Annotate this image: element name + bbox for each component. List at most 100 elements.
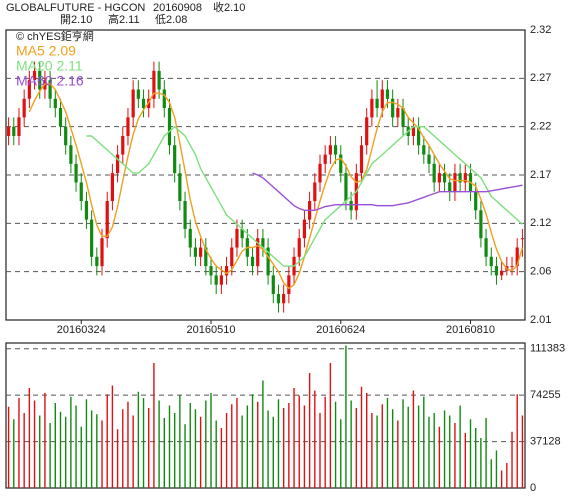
candle-body: [22, 98, 26, 118]
x-tick-label: 20160624: [316, 324, 365, 336]
candle-body: [396, 108, 400, 118]
open: 開2.10: [60, 13, 92, 26]
volume-tick-label: 0: [530, 482, 536, 494]
y-tick-label: 2.32: [530, 24, 551, 36]
candle-body: [427, 154, 431, 164]
ma-line: [86, 125, 523, 267]
y-tick-label: 2.12: [530, 217, 551, 229]
y-tick-label: 2.17: [530, 169, 551, 181]
candle-body: [489, 256, 493, 267]
symbol: GLOBALFUTURE - HGCON: [6, 2, 145, 14]
candle-body: [359, 145, 364, 174]
volume-tick-label: 37128: [530, 435, 561, 447]
legend-entry: MA5 2.09: [16, 43, 76, 59]
candle-body: [167, 108, 172, 146]
candle-body: [105, 201, 109, 239]
candle-body: [370, 98, 374, 118]
candle-body: [84, 201, 89, 220]
candle-body: [79, 182, 83, 202]
candle-body: [17, 117, 21, 136]
candle-body: [256, 238, 260, 267]
candle-body: [375, 98, 379, 109]
candle-body: [115, 154, 120, 174]
x-tick-label: 20160810: [446, 324, 495, 336]
candle-body: [520, 238, 525, 240]
candle-body: [12, 126, 16, 136]
candle-body: [313, 182, 317, 202]
candle-body: [391, 98, 395, 118]
candle-body: [500, 270, 504, 276]
candle-body: [188, 228, 192, 248]
candle-body: [69, 145, 73, 164]
candle-body: [157, 70, 161, 90]
candle-body: [58, 108, 63, 127]
candle-body: [422, 145, 426, 155]
candle-body: [385, 89, 390, 99]
candle-body: [224, 266, 229, 276]
candle-body: [219, 275, 223, 285]
candle-body: [266, 247, 270, 276]
legend-entry: MA20 2.11: [16, 58, 83, 74]
candle-body: [380, 89, 384, 109]
candle-body: [333, 145, 338, 155]
volume-panel: [5, 342, 526, 489]
candle-body: [323, 154, 327, 164]
candle-body: [38, 70, 42, 90]
candle-body: [250, 256, 255, 267]
candle-body: [32, 70, 37, 81]
candle-body: [53, 98, 57, 109]
candle-body: [95, 256, 99, 267]
candle-body: [515, 247, 519, 267]
candle-body: [458, 173, 462, 183]
y-tick-label: 2.06: [530, 266, 551, 278]
legend-entry: MA60 2.16: [16, 73, 84, 89]
ma-line: [28, 83, 524, 290]
ma-line: [252, 172, 523, 212]
candle-body: [287, 275, 291, 294]
candle-body: [479, 210, 483, 239]
candle-body: [318, 163, 322, 183]
candle-body: [183, 201, 187, 229]
source: © chYES鉅亨網: [16, 29, 94, 43]
candle-body: [141, 98, 146, 109]
candle-body: [494, 266, 499, 276]
candle-body: [411, 126, 416, 136]
candle-body: [131, 89, 135, 118]
candle-body: [199, 247, 203, 257]
candle-body: [48, 80, 52, 99]
y-tick-label: 2.22: [530, 121, 551, 133]
low: 低2.08: [155, 13, 187, 26]
candle-body: [100, 238, 104, 267]
candle-body: [271, 275, 275, 294]
candle-body: [510, 266, 514, 268]
high: 高2.11: [108, 12, 140, 26]
close: 收2.10: [213, 0, 245, 14]
candle-body: [90, 219, 94, 257]
candle-body: [136, 89, 140, 99]
y-tick-label: 2.01: [530, 314, 551, 326]
candle-body: [328, 145, 332, 155]
candle-body: [110, 173, 114, 202]
candle-body: [193, 247, 198, 257]
candle-body: [121, 135, 125, 155]
y-tick-label: 2.27: [530, 72, 551, 84]
candle-body: [64, 126, 68, 146]
candle-body: [448, 182, 452, 192]
candle-body: [162, 89, 166, 109]
candle-body: [235, 228, 239, 248]
date: 20160908: [153, 2, 202, 14]
candle-body: [302, 219, 307, 239]
candle-body: [214, 275, 218, 285]
candle-body: [6, 126, 11, 136]
candle-body: [178, 173, 182, 202]
candle-body: [365, 117, 369, 146]
volume-tick-label: 111383: [530, 343, 565, 355]
candle-body: [474, 191, 478, 211]
candle-body: [282, 293, 286, 304]
volume-tick-label: 74255: [530, 389, 561, 401]
candle-body: [27, 80, 31, 99]
x-tick-label: 20160510: [187, 324, 236, 336]
candle-body: [344, 173, 348, 202]
candle-body: [204, 247, 208, 267]
